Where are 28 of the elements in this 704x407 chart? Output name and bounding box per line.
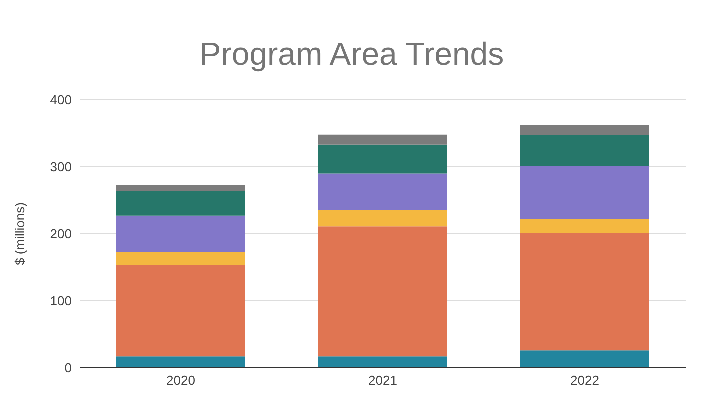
bar [520,219,650,234]
bar [520,166,650,220]
bar [318,174,448,211]
chart-title: Program Area Trends [198,36,506,73]
y-tick-label: 400 [50,92,72,108]
bar [116,265,246,357]
bar [318,144,448,174]
y-tick-label: 0 [64,360,72,376]
x-tick-label: 2022 [570,373,600,388]
bar [116,216,246,252]
y-axis-title: $ (millions) [12,202,28,266]
y-tick-label: 200 [50,226,72,242]
bar [318,210,448,227]
bar [318,356,448,368]
y-tick-label: 300 [50,160,72,175]
bar [520,233,650,351]
bar [318,134,448,145]
bar [116,356,246,368]
bar [116,185,246,192]
x-tick-label: 2020 [166,373,196,388]
y-tick-label: 100 [50,294,72,309]
bar [520,136,650,166]
bar [318,226,448,357]
bar [116,191,246,216]
bar [520,350,650,368]
bar [520,125,650,136]
x-tick-label: 2021 [368,373,398,388]
bar [116,252,246,266]
